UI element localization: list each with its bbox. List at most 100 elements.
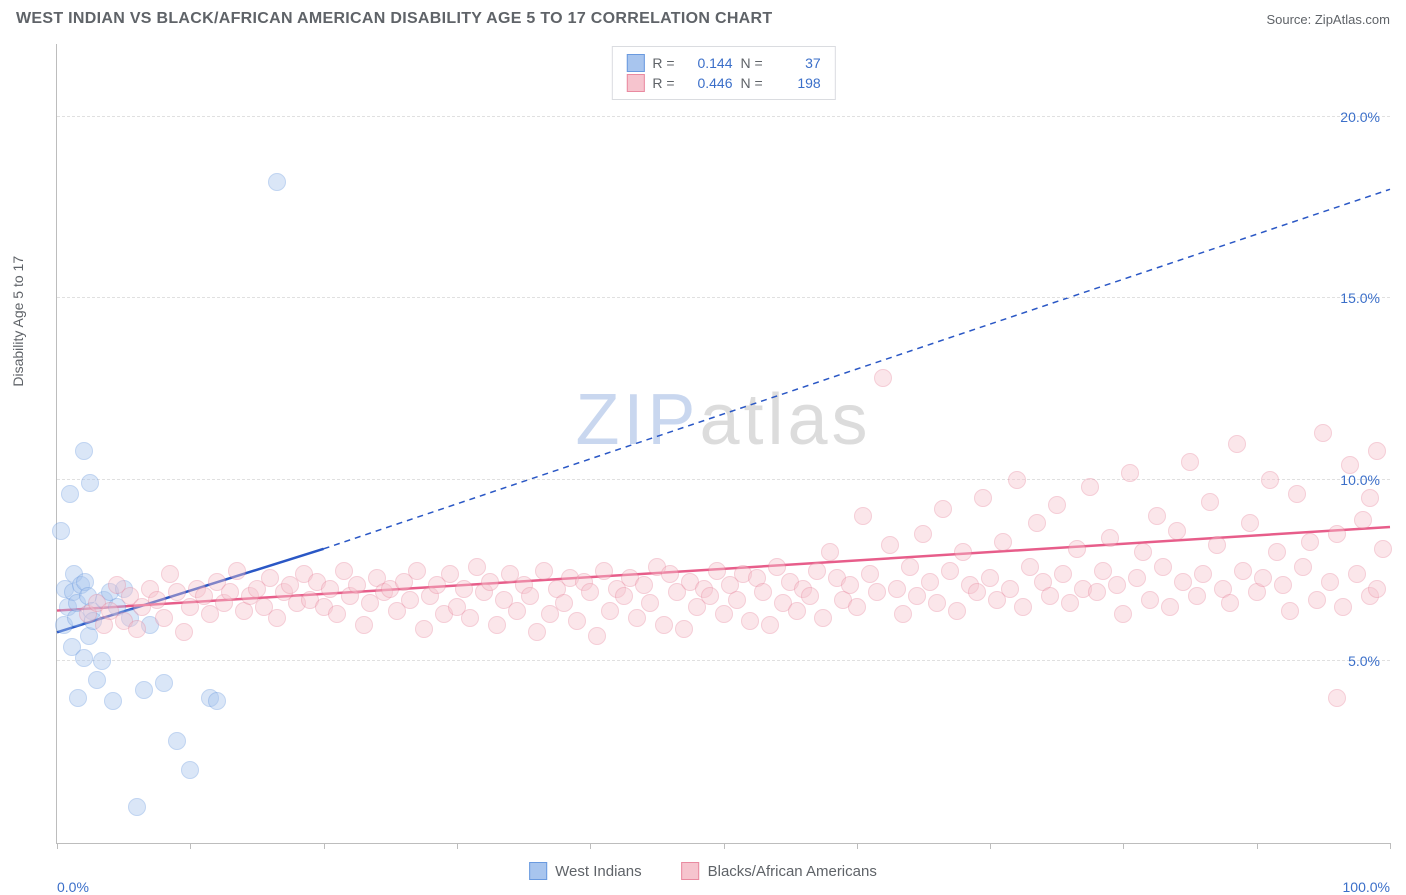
data-point bbox=[1241, 514, 1259, 532]
source-name: ZipAtlas.com bbox=[1315, 12, 1390, 27]
n-label: N = bbox=[741, 75, 763, 91]
data-point bbox=[1168, 522, 1186, 540]
data-point bbox=[641, 594, 659, 612]
data-point bbox=[1221, 594, 1239, 612]
data-point bbox=[934, 500, 952, 518]
data-point bbox=[874, 369, 892, 387]
legend-row-1: R = 0.144 N = 37 bbox=[626, 53, 820, 73]
data-point bbox=[821, 543, 839, 561]
legend-label: West Indians bbox=[555, 863, 641, 880]
r-label: R = bbox=[652, 55, 674, 71]
data-point bbox=[568, 612, 586, 630]
data-point bbox=[1081, 478, 1099, 496]
data-point bbox=[1341, 456, 1359, 474]
y-tick-label: 10.0% bbox=[1340, 472, 1380, 488]
data-point bbox=[1194, 565, 1212, 583]
data-point bbox=[615, 587, 633, 605]
data-point bbox=[881, 536, 899, 554]
data-point bbox=[1161, 598, 1179, 616]
data-point bbox=[701, 587, 719, 605]
data-point bbox=[1294, 558, 1312, 576]
data-point bbox=[155, 609, 173, 627]
r-label: R = bbox=[652, 75, 674, 91]
y-tick-label: 15.0% bbox=[1340, 290, 1380, 306]
data-point bbox=[69, 689, 87, 707]
data-point bbox=[981, 569, 999, 587]
data-point bbox=[1314, 424, 1332, 442]
data-point bbox=[661, 565, 679, 583]
r-value: 0.446 bbox=[683, 75, 733, 91]
y-axis-label: Disability Age 5 to 17 bbox=[10, 256, 26, 387]
data-point bbox=[1374, 540, 1392, 558]
legend-item-2: Blacks/African Americans bbox=[682, 862, 877, 880]
data-point bbox=[968, 583, 986, 601]
data-point bbox=[228, 562, 246, 580]
data-point bbox=[75, 442, 93, 460]
y-tick-label: 20.0% bbox=[1340, 109, 1380, 125]
data-point bbox=[1001, 580, 1019, 598]
data-point bbox=[1021, 558, 1039, 576]
x-tick bbox=[990, 843, 991, 849]
x-tick bbox=[590, 843, 591, 849]
data-point bbox=[728, 591, 746, 609]
data-point bbox=[1028, 514, 1046, 532]
data-point bbox=[1348, 565, 1366, 583]
data-point bbox=[1354, 511, 1372, 529]
data-point bbox=[461, 609, 479, 627]
data-point bbox=[948, 602, 966, 620]
data-point bbox=[221, 583, 239, 601]
data-point bbox=[768, 558, 786, 576]
data-point bbox=[808, 562, 826, 580]
data-point bbox=[1228, 435, 1246, 453]
legend-row-2: R = 0.446 N = 198 bbox=[626, 73, 820, 93]
data-point bbox=[1008, 471, 1026, 489]
data-point bbox=[928, 594, 946, 612]
series-swatch-icon bbox=[626, 54, 644, 72]
x-tick bbox=[324, 843, 325, 849]
x-tick bbox=[857, 843, 858, 849]
data-point bbox=[128, 620, 146, 638]
x-tick bbox=[1257, 843, 1258, 849]
data-point bbox=[1254, 569, 1272, 587]
data-point bbox=[1088, 583, 1106, 601]
data-point bbox=[974, 489, 992, 507]
data-point bbox=[1321, 573, 1339, 591]
x-tick-label: 0.0% bbox=[57, 879, 89, 895]
data-point bbox=[635, 576, 653, 594]
data-point bbox=[1114, 605, 1132, 623]
data-point bbox=[908, 587, 926, 605]
data-point bbox=[52, 522, 70, 540]
data-point bbox=[81, 474, 99, 492]
data-point bbox=[595, 562, 613, 580]
data-point bbox=[1361, 489, 1379, 507]
data-point bbox=[588, 627, 606, 645]
data-point bbox=[848, 598, 866, 616]
data-point bbox=[1108, 576, 1126, 594]
data-point bbox=[1041, 587, 1059, 605]
chart-title: WEST INDIAN VS BLACK/AFRICAN AMERICAN DI… bbox=[16, 10, 772, 28]
series-swatch-icon bbox=[682, 862, 700, 880]
data-point bbox=[1101, 529, 1119, 547]
data-point bbox=[168, 583, 186, 601]
data-point bbox=[941, 562, 959, 580]
data-point bbox=[335, 562, 353, 580]
data-point bbox=[181, 761, 199, 779]
data-point bbox=[1174, 573, 1192, 591]
data-point bbox=[888, 580, 906, 598]
data-point bbox=[508, 602, 526, 620]
data-point bbox=[814, 609, 832, 627]
plot-area: R = 0.144 N = 37 R = 0.446 N = 198 ZIPat… bbox=[56, 44, 1390, 844]
data-point bbox=[481, 573, 499, 591]
data-point bbox=[1301, 533, 1319, 551]
data-point bbox=[1188, 587, 1206, 605]
data-point bbox=[1368, 580, 1386, 598]
data-point bbox=[801, 587, 819, 605]
series-swatch-icon bbox=[626, 74, 644, 92]
data-point bbox=[854, 507, 872, 525]
chart-header: WEST INDIAN VS BLACK/AFRICAN AMERICAN DI… bbox=[0, 0, 1406, 34]
data-point bbox=[1128, 569, 1146, 587]
x-tick bbox=[1390, 843, 1391, 849]
data-point bbox=[675, 620, 693, 638]
data-point bbox=[861, 565, 879, 583]
x-tick bbox=[57, 843, 58, 849]
